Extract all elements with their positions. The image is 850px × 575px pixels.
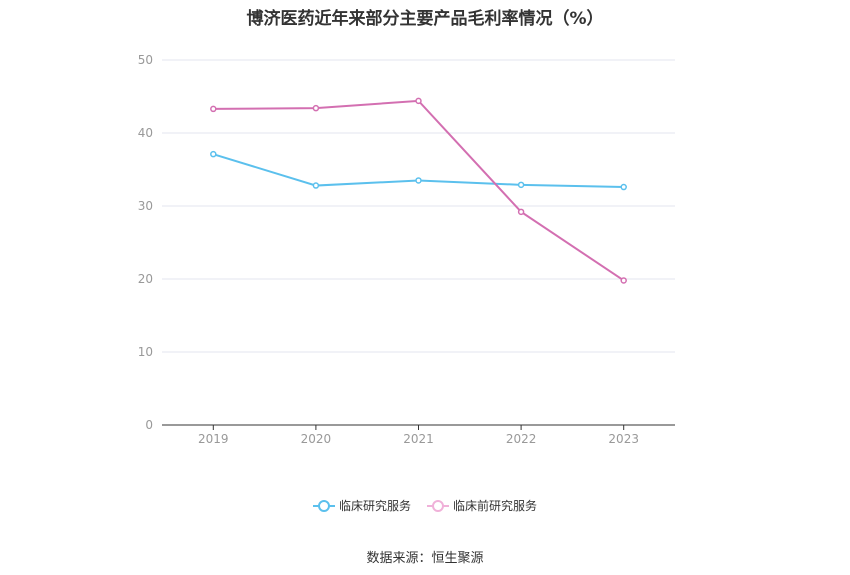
legend-item-preclinical-research[interactable]: 临床前研究服务	[427, 497, 537, 514]
y-tick-label: 40	[138, 126, 153, 140]
data-point-series-0	[517, 181, 525, 189]
y-tick-label: 0	[145, 418, 153, 432]
legend-swatch-preclinical-research	[427, 499, 449, 512]
y-tick-label: 30	[138, 199, 153, 213]
x-tick-label: 2022	[506, 432, 537, 446]
data-point-series-1	[517, 208, 525, 216]
data-point-series-0	[312, 182, 320, 189]
legend-swatch-clinical-research	[312, 499, 335, 512]
legend: 临床研究服务 临床前研究服务	[0, 497, 850, 514]
data-point-series-1	[312, 104, 320, 112]
legend-label-clinical-research: 临床研究服务	[338, 499, 411, 513]
data-point-series-0	[210, 150, 217, 158]
series-line-1	[213, 99, 625, 282]
data-point-series-0	[415, 177, 422, 184]
y-tick-label: 10	[138, 345, 153, 359]
data-point-series-1	[415, 97, 422, 105]
legend-label-preclinical-research: 临床前研究服务	[453, 499, 538, 513]
source-note: 数据来源：恒生聚源	[366, 551, 484, 566]
y-tick-label: 20	[138, 272, 153, 286]
data-point-series-1	[210, 105, 217, 113]
data-point-series-0	[620, 183, 627, 191]
x-tick-label: 2019	[198, 432, 229, 446]
chart-title: 博济医药近年来部分主要产品毛利率情况（%）	[246, 9, 604, 29]
x-tick-label: 2020	[301, 432, 332, 446]
y-tick-label: 50	[138, 53, 153, 67]
x-tick-label: 2023	[608, 432, 639, 446]
x-tick-label: 2021	[403, 432, 434, 446]
legend-item-clinical-research[interactable]: 临床研究服务	[312, 497, 411, 514]
data-point-series-1	[620, 277, 627, 284]
